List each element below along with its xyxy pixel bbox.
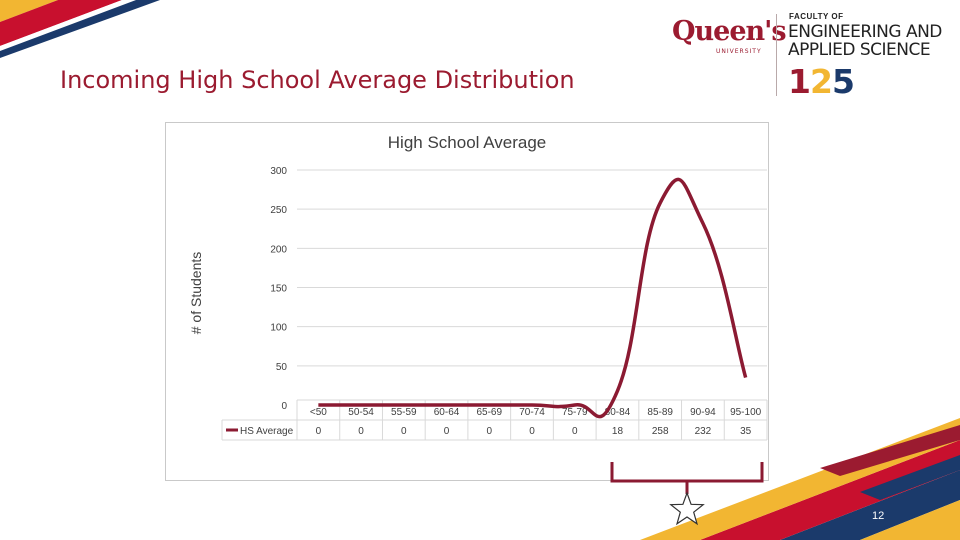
data-value-cell: 232 [695, 426, 712, 437]
bottom-right-stripe-3 [640, 418, 960, 540]
data-value-cell: 35 [740, 426, 752, 437]
data-value-cell: 0 [486, 426, 492, 437]
data-value-cell: 0 [358, 426, 364, 437]
faculty-line-2: APPLIED SCIENCE [788, 40, 931, 60]
y-tick-label: 300 [270, 166, 287, 177]
chart-title: High School Average [388, 133, 546, 152]
faculty-logo: Queen's UNIVERSITY FACULTY OF ENGINEERIN… [672, 10, 952, 101]
data-value-cell: 0 [401, 426, 407, 437]
x-category-label: 95-100 [730, 407, 762, 418]
y-tick-label: 100 [270, 323, 287, 334]
data-value-cell: 0 [572, 426, 578, 437]
data-value-cell: 258 [652, 426, 669, 437]
faculty-of-label: FACULTY OF [789, 12, 844, 21]
x-category-label: <50 [310, 407, 327, 418]
x-category-label: 65-69 [476, 407, 502, 418]
slide-title: Incoming High School Average Distributio… [60, 66, 575, 94]
y-tick-label: 50 [276, 362, 288, 373]
bottom-right-stripe-6 [860, 455, 960, 500]
anniversary-mark: 125 [788, 62, 855, 101]
data-value-cell: 0 [444, 426, 450, 437]
series-name-label: HS Average [240, 426, 294, 437]
anniversary-digit-2: 2 [809, 62, 833, 101]
university-label: UNIVERSITY [716, 48, 762, 55]
chart-frame [165, 122, 769, 481]
y-tick-label: 0 [281, 401, 287, 412]
x-category-label: 50-54 [348, 407, 374, 418]
y-tick-label: 200 [270, 244, 287, 255]
x-category-label: 70-74 [519, 407, 545, 418]
star-icon [669, 491, 705, 526]
x-category-label: 55-59 [391, 407, 417, 418]
data-value-cell: 0 [316, 426, 322, 437]
y-axis-label: # of Students [188, 252, 204, 335]
page-number: 12 [872, 510, 885, 522]
top-left-stripe-4 [0, 0, 160, 58]
x-category-label: 60-64 [434, 407, 460, 418]
anniversary-digit-3: 5 [831, 62, 855, 101]
bottom-right-stripe-5 [820, 425, 960, 476]
data-value-cell: 18 [612, 426, 624, 437]
anniversary-digit-1: 1 [788, 62, 811, 101]
y-tick-label: 150 [270, 284, 287, 295]
data-value-cell: 0 [529, 426, 535, 437]
logo-divider [776, 14, 777, 96]
x-category-label: 85-89 [647, 407, 673, 418]
x-category-label: 80-84 [605, 407, 631, 418]
x-category-label: 75-79 [562, 407, 588, 418]
queens-wordmark: Queen's [672, 16, 787, 47]
x-category-label: 90-94 [690, 407, 716, 418]
bottom-right-stripe-4 [860, 500, 960, 540]
series-line-hs-average [318, 177, 748, 419]
faculty-line-1: ENGINEERING AND [788, 22, 942, 42]
top-ranges-bracket [610, 462, 764, 483]
y-tick-label: 250 [270, 205, 287, 216]
